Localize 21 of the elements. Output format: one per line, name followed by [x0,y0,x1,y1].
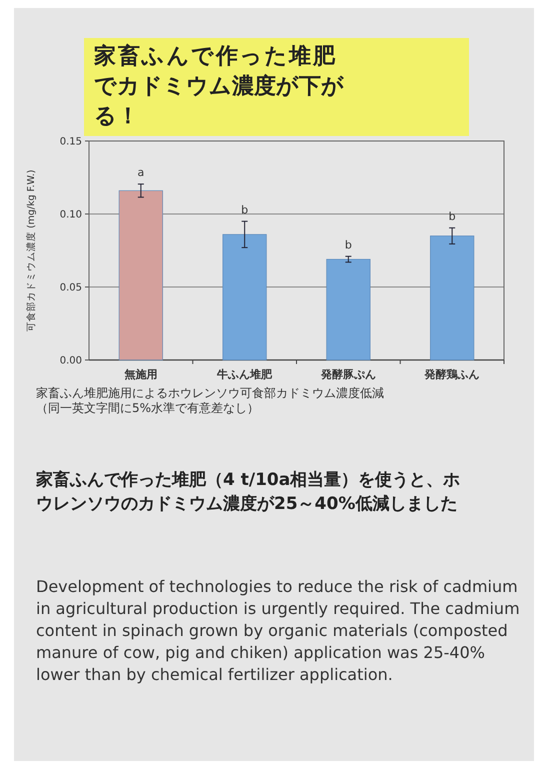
x-tick-label: 発酵豚ぷん [320,368,376,381]
x-tick-label: 発酵鶏ふん [424,368,480,381]
bar [222,234,267,360]
y-tick-label: 0.15 [60,136,82,148]
annotation: a [138,166,144,180]
bar [118,190,163,360]
text: 家畜ふん堆肥施用によるホウレンソウ可食部カドミウム濃度低減（同一英文字間に5%水準で有意差なし） [36,386,385,416]
bar [430,236,474,360]
y-tick-label: 0.05 [60,282,82,294]
text: 家畜ふんで作った堆肥（4 t/10a相当量）を使うと、ホウレンソウのカドミウム濃度が25～40%低減しました [36,469,462,516]
annotation: b [241,203,248,216]
chart-title: 家畜ふんで作った堆肥でカドミウム濃度が下がる！ [84,38,470,136]
y-tick-label: 0.10 [60,210,82,220]
x-tick-label: 牛ふん堆肥 [216,368,274,381]
annotation: b [448,210,456,223]
y-tick-label: 0.00 [60,356,82,366]
x-tick-label: 無施用 [123,368,158,381]
y-axis-title: 可食部カドミウム濃度 (mg/kg F.W.) [25,170,37,332]
annotation: b [344,238,352,252]
bar [326,258,370,360]
text: Development of technologies to reduce the risk of cadmium in agricultural production is urgently required. The cadmium content in spinach grown by organic materials (composted manure of cow, pig and chiken) application was 25-40% lower than by chemical fertilizer application. [36,576,521,686]
